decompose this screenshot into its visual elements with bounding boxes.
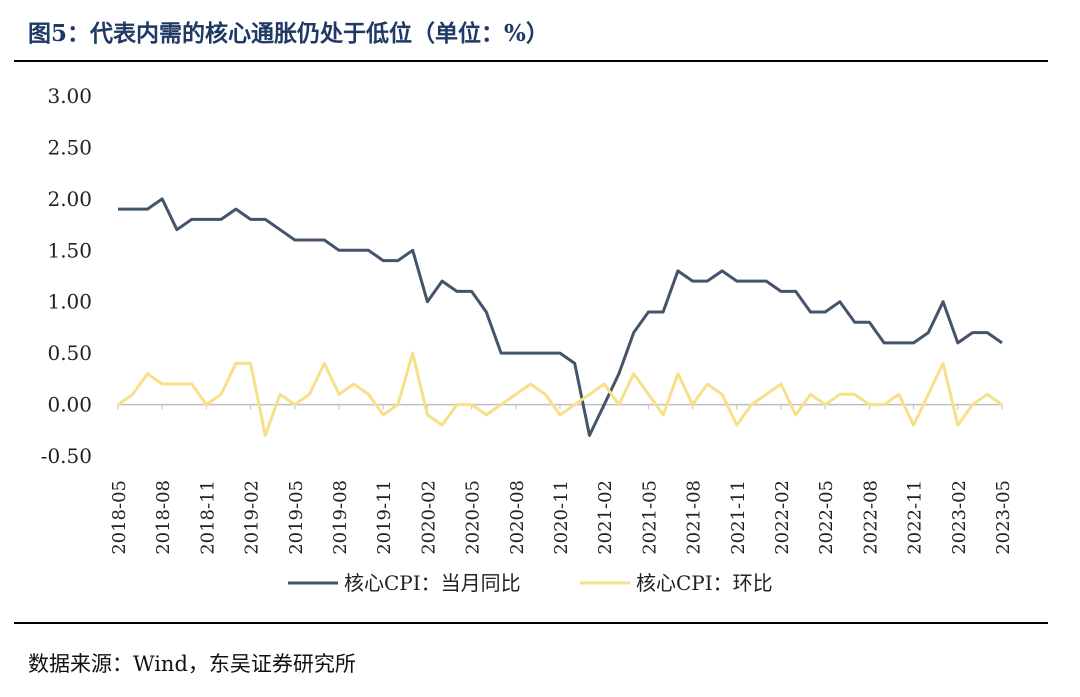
- x-tick-label: 2019-02: [242, 480, 263, 555]
- x-tick-label: 2019-05: [286, 480, 307, 555]
- y-tick-label: 3.00: [47, 84, 92, 108]
- y-tick-label: 1.50: [47, 238, 92, 262]
- x-tick-label: 2022-11: [905, 480, 926, 555]
- y-tick-label: 0.00: [47, 393, 92, 417]
- chart: 3.00 2.50 2.00 1.50 1.00 0.50 0.00 -0.50 2018-05…: [41, 84, 1014, 595]
- legend-label: 核心CPI：当月同比: [344, 571, 521, 595]
- x-tick-label: 2022-02: [772, 480, 793, 555]
- y-tick-label: 1.00: [47, 290, 92, 314]
- top-rule: [14, 60, 1048, 62]
- x-tick-label: 2022-08: [860, 480, 881, 555]
- x-tick-label: 2023-05: [993, 480, 1014, 555]
- legend-label: 核心CPI：环比: [636, 571, 773, 595]
- x-tick-label: 2022-05: [816, 480, 837, 555]
- x-tick-label: 2020-02: [418, 480, 439, 555]
- series-line-1: [118, 197, 1003, 437]
- x-tick-label: 2018-05: [109, 480, 130, 555]
- x-tick-label: 2018-11: [197, 480, 218, 555]
- y-tick-label: 2.50: [47, 135, 92, 159]
- y-tick-label: -0.50: [41, 444, 92, 468]
- x-tick-label: 2020-08: [507, 480, 528, 555]
- x-tick-label: 2023-02: [949, 480, 970, 555]
- chart-title: 图5：代表内需的核心通胀仍处于低位（单位：%）: [28, 20, 549, 47]
- x-tick-label: 2021-02: [595, 480, 616, 555]
- x-tick-label: 2019-08: [330, 480, 351, 555]
- series-line-2: [117, 351, 1003, 437]
- x-tick-label: 2020-11: [551, 480, 572, 555]
- x-tick-label: 2019-11: [374, 480, 395, 555]
- x-tick-label: 2020-05: [463, 480, 484, 555]
- y-tick-label: 0.50: [47, 341, 92, 365]
- x-tick-label: 2021-11: [728, 480, 749, 555]
- bottom-rule: [14, 622, 1048, 624]
- source-note: 数据来源：Wind，东吴证券研究所: [28, 652, 356, 676]
- x-tick-label: 2021-05: [639, 480, 660, 555]
- x-tick-label: 2021-08: [684, 480, 705, 555]
- y-tick-label: 2.00: [47, 187, 92, 211]
- x-tick-label: 2018-08: [153, 480, 174, 555]
